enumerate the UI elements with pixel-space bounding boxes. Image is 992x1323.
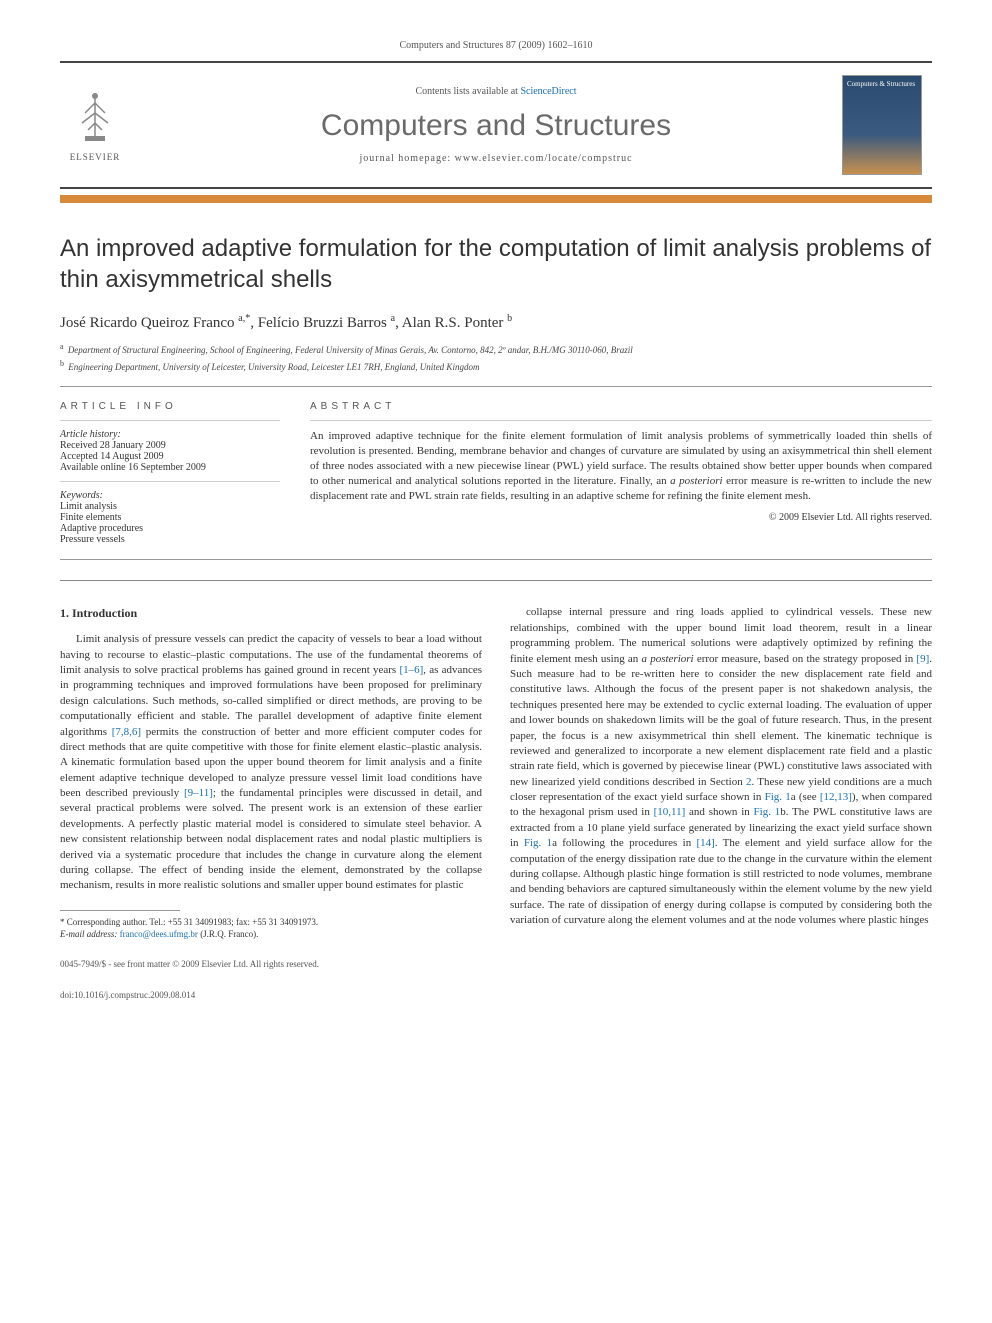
journal-header: ELSEVIER Contents lists available at Sci…	[60, 61, 932, 189]
keyword: Pressure vessels	[60, 534, 280, 545]
keyword: Adaptive procedures	[60, 523, 280, 534]
header-center: Contents lists available at ScienceDirec…	[150, 86, 842, 164]
figure-link[interactable]: Fig. 1	[765, 791, 791, 803]
cover-title: Computers & Structures	[847, 80, 917, 88]
citation-link[interactable]: [12,13]	[820, 791, 852, 803]
doi-line: doi:10.1016/j.compstruc.2009.08.014	[60, 989, 482, 1002]
citation-link[interactable]: [1–6]	[399, 664, 423, 676]
email-label: E-mail address:	[60, 929, 117, 939]
contents-available-line: Contents lists available at ScienceDirec…	[150, 86, 842, 97]
info-abstract-row: ARTICLE INFO Article history: Received 2…	[60, 401, 932, 545]
citation-link[interactable]: [7,8,6]	[112, 726, 141, 738]
elsevier-tree-icon	[70, 88, 120, 150]
citation-link[interactable]: [9]	[916, 653, 929, 665]
abstract-column: ABSTRACT An improved adaptive technique …	[310, 401, 932, 545]
accepted-date: Accepted 14 August 2009	[60, 451, 280, 462]
abstract-heading: ABSTRACT	[310, 401, 932, 412]
email-line: E-mail address: franco@dees.ufmg.br (J.R…	[60, 929, 482, 941]
citation-link[interactable]: [14]	[696, 837, 714, 849]
divider	[60, 559, 932, 560]
body-column-left: 1. Introduction Limit analysis of pressu…	[60, 605, 482, 1001]
abstract-text: An improved adaptive technique for the f…	[310, 429, 932, 503]
received-date: Received 28 January 2009	[60, 440, 280, 451]
figure-link[interactable]: Fig. 1	[524, 837, 552, 849]
corresponding-email[interactable]: franco@dees.ufmg.br	[120, 929, 198, 939]
publisher-logo-block: ELSEVIER	[60, 85, 150, 165]
section-heading: 1. Introduction	[60, 605, 482, 622]
front-matter-line: 0045-7949/$ - see front matter © 2009 El…	[60, 958, 482, 971]
journal-homepage: journal homepage: www.elsevier.com/locat…	[150, 153, 842, 164]
body-column-right: collapse internal pressure and ring load…	[510, 605, 932, 1001]
divider	[60, 386, 932, 387]
footnote-divider	[60, 910, 180, 911]
authors-line: José Ricardo Queiroz Franco a,*, Felício…	[60, 313, 932, 332]
body-columns: 1. Introduction Limit analysis of pressu…	[60, 605, 932, 1001]
email-suffix: (J.R.Q. Franco).	[200, 929, 258, 939]
homepage-url[interactable]: www.elsevier.com/locate/compstruc	[455, 153, 633, 164]
affiliation: b Engineering Department, University of …	[60, 359, 932, 372]
intro-paragraph-left: Limit analysis of pressure vessels can p…	[60, 632, 482, 894]
article-title: An improved adaptive formulation for the…	[60, 233, 932, 295]
keyword: Limit analysis	[60, 501, 280, 512]
section-link[interactable]: 2	[746, 776, 752, 788]
article-info-column: ARTICLE INFO Article history: Received 2…	[60, 401, 280, 545]
intro-paragraph-right: collapse internal pressure and ring load…	[510, 605, 932, 928]
sciencedirect-link[interactable]: ScienceDirect	[520, 86, 576, 97]
journal-reference: Computers and Structures 87 (2009) 1602–…	[60, 40, 932, 51]
keywords-label: Keywords:	[60, 490, 280, 501]
corresponding-line: * Corresponding author. Tel.: +55 31 340…	[60, 917, 482, 929]
figure-link[interactable]: Fig. 1	[754, 806, 781, 818]
cover-thumbnail-block: Computers & Structures	[842, 75, 932, 175]
affiliation: a Department of Structural Engineering, …	[60, 342, 932, 355]
history-label: Article history:	[60, 429, 280, 440]
main-divider	[60, 580, 932, 581]
journal-cover-thumbnail: Computers & Structures	[842, 75, 922, 175]
contents-prefix: Contents lists available at	[415, 86, 520, 97]
abstract-copyright: © 2009 Elsevier Ltd. All rights reserved…	[310, 512, 932, 523]
keyword: Finite elements	[60, 512, 280, 523]
article-info-heading: ARTICLE INFO	[60, 401, 280, 412]
journal-name: Computers and Structures	[150, 109, 842, 143]
citation-link[interactable]: [10,11]	[654, 806, 686, 818]
elsevier-logo: ELSEVIER	[60, 85, 130, 165]
orange-divider-bar	[60, 195, 932, 203]
homepage-label: journal homepage:	[359, 153, 454, 164]
online-date: Available online 16 September 2009	[60, 462, 280, 473]
publisher-name: ELSEVIER	[70, 152, 121, 162]
corresponding-author-footnote: * Corresponding author. Tel.: +55 31 340…	[60, 917, 482, 940]
citation-link[interactable]: [9–11]	[184, 787, 213, 799]
